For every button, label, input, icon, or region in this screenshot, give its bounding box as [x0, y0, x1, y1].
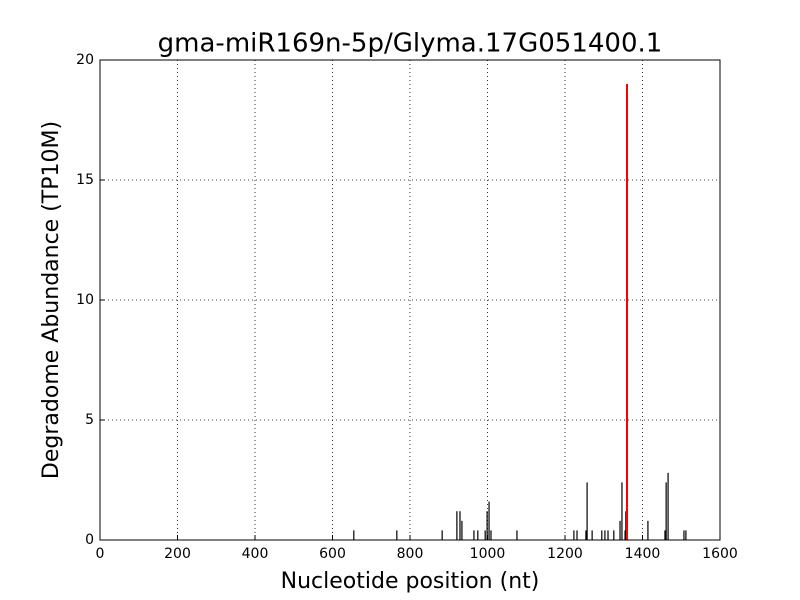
plot-frame: [99, 59, 721, 541]
y-axis-label: Degradome Abundance (TP10M): [39, 121, 64, 479]
x-axis-label: Nucleotide position (nt): [281, 569, 540, 594]
x-tick-label: 1000: [470, 546, 506, 562]
x-tick-label: 1600: [702, 546, 738, 562]
x-tick-label: 0: [96, 546, 105, 562]
y-tick-label: 15: [76, 172, 94, 188]
y-tick-label: 20: [76, 52, 94, 68]
chart-title: gma-miR169n-5p/Glyma.17G051400.1: [158, 29, 663, 59]
x-tick-label: 600: [319, 546, 346, 562]
y-tick-label: 0: [85, 532, 94, 548]
x-tick-label: 400: [242, 546, 269, 562]
x-tick-label: 1200: [547, 546, 583, 562]
x-tick-label: 1400: [625, 546, 661, 562]
x-tick-label: 800: [397, 546, 424, 562]
y-tick-label: 5: [85, 412, 94, 428]
x-tick-label: 200: [164, 546, 191, 562]
y-tick-label: 10: [76, 292, 94, 308]
